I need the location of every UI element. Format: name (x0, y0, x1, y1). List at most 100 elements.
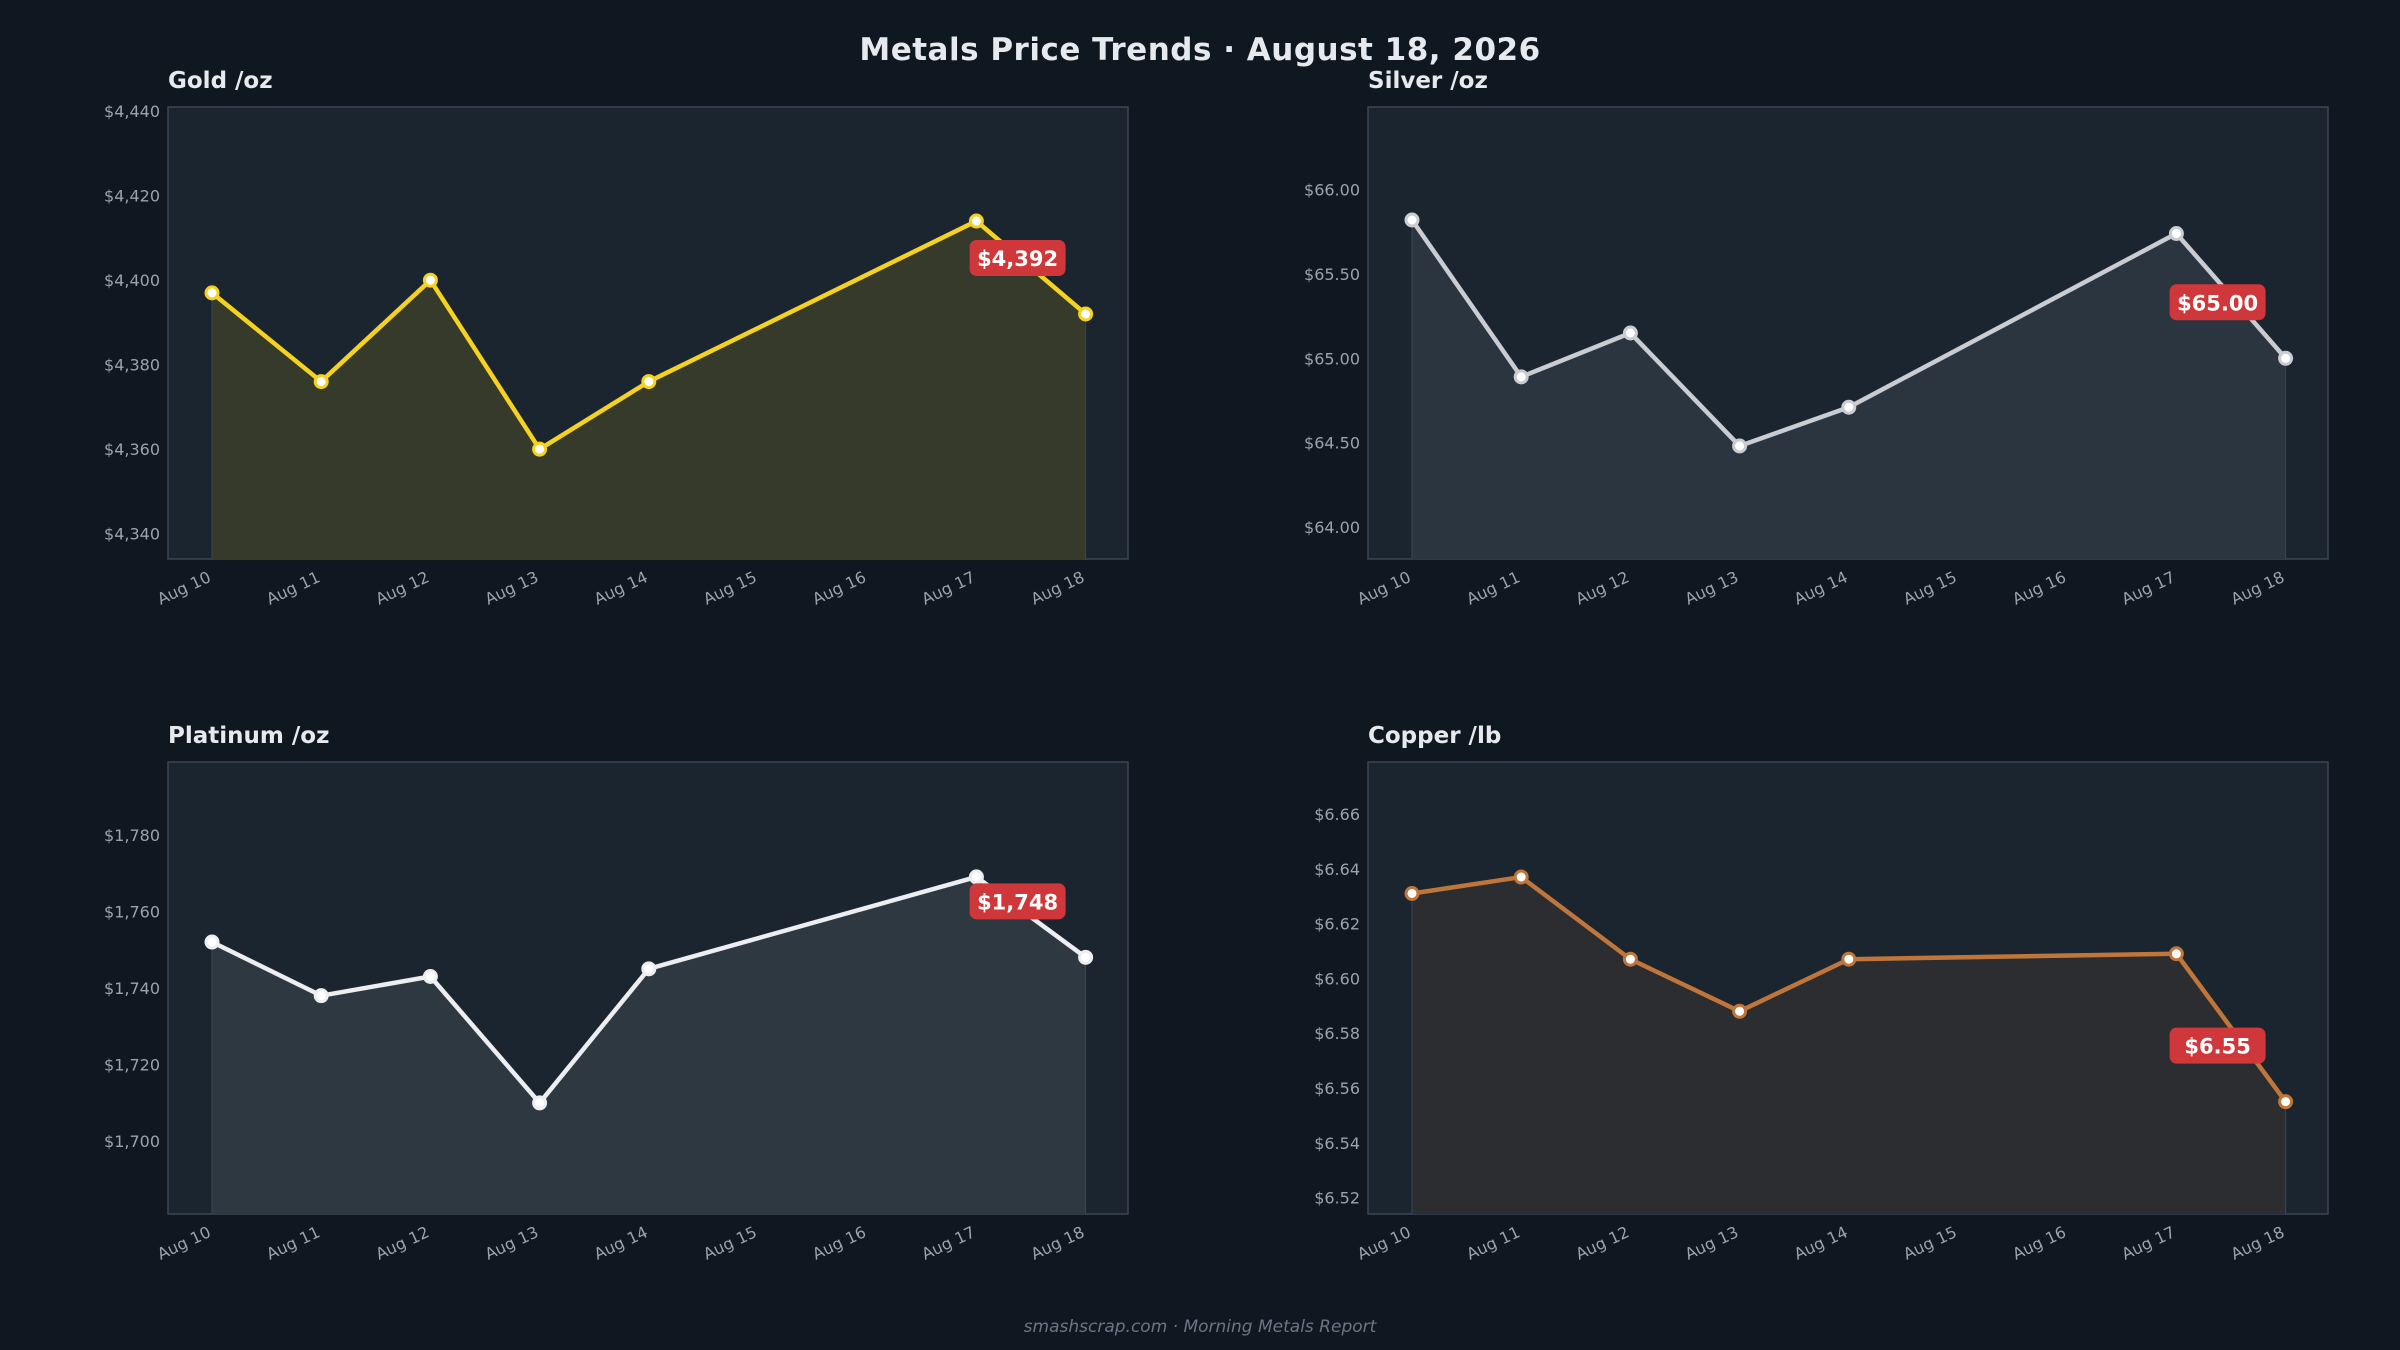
x-tick-label: Aug 12 (1573, 567, 1632, 608)
footer-credit: smashscrap.com · Morning Metals Report (1023, 1317, 1377, 1337)
data-point (1404, 212, 1420, 228)
x-tick-label: Aug 10 (154, 567, 213, 608)
data-point (1078, 949, 1094, 965)
data-point (1622, 325, 1638, 341)
chart-copper: Copper /lb $6.52 $6.54 $6.56 $6.58 $6.60 $6.62… (1314, 723, 2329, 1264)
x-tick-label: Aug 16 (2009, 567, 2068, 608)
x-tick-label: Aug 16 (809, 1222, 868, 1263)
y-tick-label: $1,760 (104, 902, 160, 921)
y-tick-label: $1,740 (104, 979, 160, 998)
y-tick-label: $6.64 (1314, 860, 1360, 879)
badge-background (2169, 1027, 2266, 1064)
y-tick-label: $6.58 (1314, 1024, 1360, 1043)
data-point (1841, 399, 1857, 415)
x-tick-label: Aug 11 (1463, 567, 1522, 608)
data-point (641, 374, 657, 390)
x-tick-label: Aug 18 (1028, 1222, 1087, 1263)
x-tick-label: Aug 10 (1354, 1222, 1413, 1263)
data-point (422, 969, 438, 985)
x-tick-label: Aug 15 (1900, 1222, 1959, 1263)
chart-title: Platinum /oz (168, 723, 329, 749)
x-tick-label: Aug 11 (1463, 1222, 1522, 1263)
y-tick-label: $1,720 (104, 1056, 160, 1075)
latest-value-badge: $65.00 (2169, 284, 2266, 321)
x-tick-label: Aug 13 (1682, 1222, 1741, 1263)
y-tick-label: $6.62 (1314, 915, 1360, 934)
badge-background (969, 883, 1066, 920)
data-point (532, 1095, 548, 1111)
latest-value-badge: $6.55 (2169, 1027, 2266, 1064)
badge-background (2169, 284, 2266, 321)
badge-label: $1,748 (977, 890, 1058, 914)
data-point (641, 961, 657, 977)
x-tick-label: Aug 13 (1682, 567, 1741, 608)
y-tick-label: $6.66 (1314, 805, 1360, 824)
chart-title: Gold /oz (168, 68, 273, 94)
x-tick-label: Aug 12 (1573, 1222, 1632, 1263)
x-tick-label: Aug 13 (482, 1222, 541, 1263)
y-tick-label: $65.50 (1304, 265, 1360, 284)
chart-platinum: Platinum /oz $1,700 $1,720 $1,740 $1,760 $1,7… (104, 723, 1129, 1264)
data-point (313, 988, 329, 1004)
data-point (2278, 350, 2294, 366)
x-tick-label: Aug 16 (809, 567, 868, 608)
x-tick-label: Aug 10 (1354, 567, 1413, 608)
x-tick-label: Aug 11 (263, 567, 322, 608)
data-point (532, 441, 548, 457)
y-tick-label: $6.56 (1314, 1079, 1360, 1098)
series-area (212, 221, 1086, 559)
x-tick-label: Aug 15 (1900, 567, 1959, 608)
data-point (968, 869, 984, 885)
latest-value-badge: $4,392 (969, 239, 1066, 276)
y-tick-label: $4,360 (104, 440, 160, 459)
data-point (2168, 946, 2184, 962)
data-point (2278, 1094, 2294, 1110)
x-tick-label: Aug 14 (591, 1222, 650, 1263)
x-tick-label: Aug 10 (154, 1222, 213, 1263)
data-point (204, 934, 220, 950)
x-tick-label: Aug 18 (2228, 567, 2287, 608)
data-point (2168, 225, 2184, 241)
y-tick-label: $4,420 (104, 187, 160, 206)
data-point (422, 272, 438, 288)
x-tick-label: Aug 17 (2119, 1222, 2178, 1263)
x-tick-label: Aug 12 (373, 567, 432, 608)
x-tick-label: Aug 15 (700, 1222, 759, 1263)
y-tick-label: $6.60 (1314, 969, 1360, 988)
data-point (1622, 951, 1638, 967)
y-tick-label: $4,440 (104, 102, 160, 121)
data-point (204, 285, 220, 301)
x-tick-label: Aug 17 (919, 1222, 978, 1263)
chart-title: Silver /oz (1368, 68, 1488, 94)
x-tick-label: Aug 15 (700, 567, 759, 608)
y-tick-label: $1,780 (104, 826, 160, 845)
data-point (968, 213, 984, 229)
data-point (313, 374, 329, 390)
y-tick-label: $4,400 (104, 271, 160, 290)
y-tick-label: $64.50 (1304, 434, 1360, 453)
badge-label: $6.55 (2184, 1035, 2250, 1059)
y-tick-label: $64.00 (1304, 518, 1360, 537)
series-area (1412, 220, 2286, 559)
y-tick-label: $6.54 (1314, 1134, 1360, 1153)
data-point (1732, 438, 1748, 454)
x-tick-label: Aug 14 (1791, 1222, 1850, 1263)
badge-label: $65.00 (2177, 291, 2258, 315)
y-tick-label: $4,380 (104, 356, 160, 375)
data-point (1513, 869, 1529, 885)
badge-label: $4,392 (977, 247, 1058, 271)
chart-gold: Gold /oz $4,340 $4,360 $4,380 $4,400 $4,420 $4… (104, 68, 1129, 609)
data-point (1732, 1003, 1748, 1019)
data-point (1078, 306, 1094, 322)
x-tick-label: Aug 11 (263, 1222, 322, 1263)
data-point (1404, 885, 1420, 901)
x-tick-label: Aug 13 (482, 567, 541, 608)
x-tick-label: Aug 16 (2009, 1222, 2068, 1263)
y-tick-label: $6.52 (1314, 1189, 1360, 1208)
latest-value-badge: $1,748 (969, 883, 1066, 920)
chart-title: Copper /lb (1368, 723, 1501, 749)
badge-background (969, 239, 1066, 276)
x-tick-label: Aug 14 (591, 567, 650, 608)
x-tick-label: Aug 17 (919, 567, 978, 608)
page-title: Metals Price Trends · August 18, 2026 (859, 32, 1541, 68)
